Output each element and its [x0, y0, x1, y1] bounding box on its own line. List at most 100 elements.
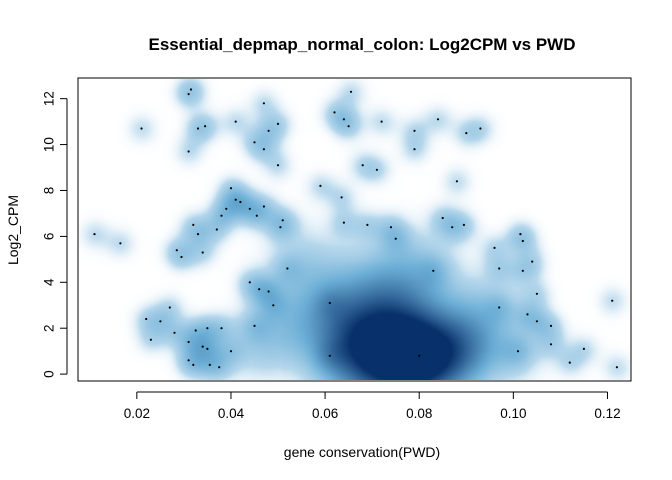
data-point	[215, 228, 218, 231]
y-tick-label: 4	[42, 278, 57, 286]
data-point	[276, 122, 280, 125]
data-point	[413, 148, 416, 151]
data-point	[479, 127, 482, 130]
x-tick-label: 0.08	[406, 406, 432, 421]
data-point	[248, 207, 251, 210]
data-point	[187, 93, 190, 96]
data-point	[168, 306, 171, 309]
data-point	[140, 127, 143, 130]
data-point	[229, 350, 233, 353]
data-point	[187, 359, 190, 362]
data-point	[347, 125, 350, 128]
data-point	[149, 338, 152, 341]
data-point	[262, 205, 265, 208]
data-point	[389, 226, 393, 229]
data-point	[342, 221, 345, 224]
data-point	[549, 324, 553, 327]
data-point	[201, 345, 204, 348]
data-point	[175, 249, 178, 252]
data-point	[258, 288, 261, 291]
data-point	[498, 306, 501, 309]
data-point	[262, 102, 265, 105]
data-point	[204, 125, 207, 128]
data-point	[189, 88, 193, 91]
data-point	[279, 226, 282, 229]
data-point	[328, 354, 331, 357]
point-layer	[93, 88, 619, 369]
data-point	[180, 255, 183, 259]
data-point	[276, 164, 280, 167]
data-point	[253, 324, 256, 327]
data-point	[516, 350, 520, 353]
x-tick-label: 0.12	[594, 406, 620, 421]
y-tick-label: 6	[42, 233, 57, 241]
data-point	[234, 120, 237, 123]
data-point	[267, 129, 270, 132]
x-axis-label: gene conservation(PWD)	[284, 444, 440, 460]
data-point	[462, 223, 465, 226]
data-point	[218, 366, 221, 369]
data-point	[418, 354, 421, 357]
data-point	[436, 118, 440, 121]
data-point	[535, 320, 539, 323]
data-point	[361, 164, 364, 167]
data-point	[349, 90, 353, 93]
x-tick-label: 0.04	[218, 406, 245, 421]
data-point	[272, 304, 275, 307]
data-point	[333, 111, 336, 114]
data-point	[521, 239, 524, 243]
data-point	[253, 141, 256, 144]
plot-frame	[77, 77, 632, 382]
chart-title: Essential_depmap_normal_colon: Log2CPM v…	[149, 35, 576, 54]
data-point	[432, 269, 435, 272]
data-point	[340, 196, 343, 199]
data-point	[220, 214, 223, 217]
data-point	[465, 132, 468, 135]
data-point	[526, 313, 529, 316]
y-tick-label: 0	[42, 370, 57, 378]
data-point	[229, 187, 233, 190]
data-point	[568, 361, 571, 364]
y-axis-label: Log2_CPM	[5, 195, 21, 265]
y-tick-label: 8	[42, 187, 57, 195]
x-axis: 0.02 0.04 0.06 0.08 0.10 0.12	[124, 391, 621, 421]
y-tick-label: 12	[42, 91, 57, 106]
data-point	[521, 269, 524, 272]
data-point	[206, 327, 209, 330]
y-tick-label: 10	[42, 137, 57, 152]
data-point	[455, 180, 458, 183]
data-point	[225, 207, 228, 210]
y-axis: 0 2 4 6 8 10 12	[42, 91, 68, 378]
x-tick-label: 0.06	[312, 406, 338, 421]
data-point	[535, 292, 539, 295]
data-point	[441, 216, 444, 220]
data-point	[187, 340, 190, 344]
data-point	[173, 331, 176, 334]
data-point	[319, 184, 322, 187]
data-point	[262, 148, 265, 151]
data-point	[208, 363, 211, 366]
data-point	[375, 168, 378, 171]
y-tick-label: 2	[42, 324, 57, 332]
data-point	[281, 219, 284, 222]
data-point	[498, 267, 501, 270]
data-point	[239, 200, 242, 204]
data-point	[248, 281, 251, 284]
data-point	[394, 237, 397, 240]
data-point	[451, 226, 454, 229]
data-point	[159, 320, 162, 323]
data-point	[206, 347, 209, 350]
data-point	[493, 246, 496, 249]
data-point	[267, 290, 270, 293]
data-point	[611, 299, 614, 302]
data-point	[201, 251, 204, 254]
data-point	[255, 214, 258, 217]
data-point	[196, 127, 200, 130]
data-point	[328, 301, 331, 305]
data-point	[192, 223, 195, 226]
x-tick-label: 0.10	[500, 406, 526, 421]
data-point	[93, 233, 96, 236]
data-point	[220, 327, 223, 330]
data-point	[549, 343, 553, 346]
x-tick-label: 0.02	[124, 406, 150, 421]
